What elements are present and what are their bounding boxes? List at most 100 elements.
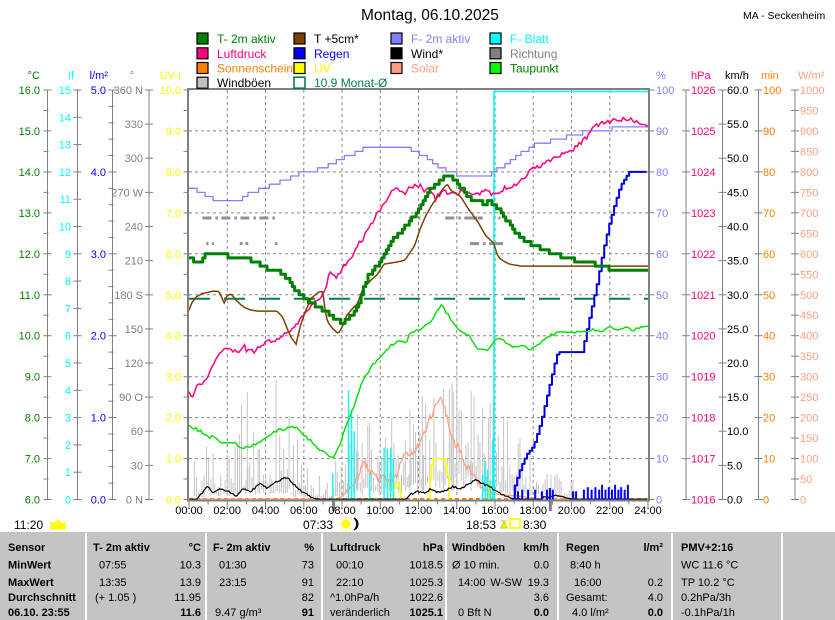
- svg-text:WC 11.6 °C: WC 11.6 °C: [681, 560, 738, 572]
- svg-text:120: 120: [125, 358, 143, 370]
- svg-text:22:10: 22:10: [336, 577, 364, 589]
- svg-text:Durchschnitt: Durchschnitt: [8, 592, 76, 604]
- svg-text:15.0: 15.0: [19, 126, 40, 138]
- svg-text:55.0: 55.0: [727, 119, 748, 131]
- svg-text:1019: 1019: [691, 372, 715, 384]
- svg-text:0 Bft N: 0 Bft N: [458, 607, 492, 619]
- svg-text:3.0: 3.0: [91, 249, 106, 261]
- svg-text:1018: 1018: [691, 413, 715, 425]
- svg-text:200: 200: [800, 413, 818, 425]
- svg-text:W/m²: W/m²: [798, 70, 825, 82]
- svg-text:16:00: 16:00: [481, 505, 509, 517]
- svg-text:240: 240: [125, 222, 143, 234]
- svg-text:180 S: 180 S: [114, 290, 143, 302]
- svg-text:16.0: 16.0: [19, 85, 40, 97]
- svg-text:30.0: 30.0: [727, 290, 748, 302]
- svg-text:360 N: 360 N: [114, 85, 143, 97]
- svg-text:24:00: 24:00: [634, 505, 662, 517]
- svg-text:10: 10: [59, 222, 71, 234]
- svg-text:50: 50: [763, 290, 775, 302]
- svg-text:1025.3: 1025.3: [409, 577, 443, 589]
- svg-text:25.0: 25.0: [727, 324, 748, 336]
- svg-text:150: 150: [800, 433, 818, 445]
- svg-text:MaxWert: MaxWert: [8, 577, 54, 589]
- svg-text:10.9 Monat-Ø: 10.9 Monat-Ø: [314, 76, 387, 90]
- svg-text:10: 10: [763, 454, 775, 466]
- svg-text:08:00: 08:00: [328, 505, 356, 517]
- svg-text:Taupunkt: Taupunkt: [510, 62, 559, 76]
- svg-text:13.9: 13.9: [180, 577, 201, 589]
- svg-text:750: 750: [800, 187, 818, 199]
- svg-text:11: 11: [60, 194, 71, 206]
- svg-text:hPa: hPa: [691, 70, 711, 82]
- svg-text:73: 73: [302, 560, 314, 572]
- svg-text:350: 350: [800, 351, 818, 363]
- svg-text:22:00: 22:00: [596, 505, 624, 517]
- svg-text:TP 10.2 °C: TP 10.2 °C: [681, 577, 735, 589]
- svg-text:Sensor: Sensor: [8, 542, 46, 554]
- svg-text:300: 300: [800, 372, 818, 384]
- svg-text:0.2: 0.2: [648, 577, 663, 589]
- svg-text:8:30: 8:30: [523, 518, 547, 532]
- svg-text:14:00: 14:00: [443, 505, 471, 517]
- svg-text:100: 100: [656, 85, 674, 97]
- svg-text:0.2hPa/3h: 0.2hPa/3h: [681, 592, 731, 604]
- svg-text:(+ 1.05 ): (+ 1.05 ): [95, 592, 136, 604]
- svg-text:14: 14: [59, 112, 71, 124]
- svg-text:9.0: 9.0: [25, 372, 40, 384]
- svg-text:550: 550: [800, 269, 818, 281]
- svg-text:1022: 1022: [691, 249, 715, 261]
- svg-text:9.47 g/m³: 9.47 g/m³: [215, 607, 262, 619]
- svg-text:900: 900: [800, 126, 818, 138]
- svg-text:100: 100: [763, 85, 781, 97]
- svg-text:250: 250: [800, 392, 818, 404]
- svg-text:40.0: 40.0: [727, 222, 748, 234]
- svg-text:F- Blatt: F- Blatt: [510, 32, 549, 46]
- svg-text:13: 13: [59, 140, 71, 152]
- svg-text:°C: °C: [189, 542, 201, 554]
- svg-text:Wind*: Wind*: [411, 47, 443, 61]
- svg-text:0 N: 0 N: [126, 495, 143, 507]
- svg-text:0: 0: [65, 495, 71, 507]
- svg-text:Ø 10 min.: Ø 10 min.: [452, 560, 500, 572]
- svg-text:45.0: 45.0: [727, 187, 748, 199]
- svg-text:0.0: 0.0: [534, 607, 549, 619]
- svg-text:600: 600: [800, 249, 818, 261]
- svg-text:1022.6: 1022.6: [409, 592, 443, 604]
- svg-text:10.0: 10.0: [727, 426, 748, 438]
- svg-text:11:20: 11:20: [14, 518, 43, 532]
- svg-text:Windböen: Windböen: [452, 542, 505, 554]
- svg-text:10: 10: [656, 454, 668, 466]
- svg-text:12.0: 12.0: [19, 249, 40, 261]
- svg-text:700: 700: [800, 208, 818, 220]
- svg-text:°: °: [130, 70, 134, 82]
- svg-text:UV: UV: [314, 62, 331, 76]
- svg-text:°C: °C: [28, 70, 40, 82]
- svg-text:13.0: 13.0: [19, 208, 40, 220]
- svg-text:4: 4: [65, 385, 71, 397]
- svg-text:00:10: 00:10: [336, 560, 364, 572]
- svg-text:7.0: 7.0: [25, 454, 40, 466]
- svg-text:Regen: Regen: [566, 542, 600, 554]
- svg-text:30: 30: [656, 372, 668, 384]
- svg-text:70: 70: [656, 208, 668, 220]
- svg-text:950: 950: [800, 106, 818, 118]
- svg-text:1.0: 1.0: [166, 454, 181, 466]
- svg-text:30: 30: [763, 372, 775, 384]
- svg-text:W-SW: W-SW: [490, 577, 522, 589]
- svg-text:06.10. 23:55: 06.10. 23:55: [8, 607, 70, 619]
- svg-text:8: 8: [65, 276, 71, 288]
- svg-text:MA - Seckenheim: MA - Seckenheim: [743, 10, 826, 22]
- svg-text:01:30: 01:30: [219, 560, 247, 572]
- svg-text:0: 0: [763, 495, 769, 507]
- svg-text:450: 450: [800, 310, 818, 322]
- svg-text:18:53: 18:53: [466, 518, 496, 532]
- svg-text:50: 50: [656, 290, 668, 302]
- svg-text:150: 150: [125, 324, 143, 336]
- svg-text:18:00: 18:00: [519, 505, 547, 517]
- svg-text:400: 400: [800, 331, 818, 343]
- svg-text:07:55: 07:55: [99, 560, 127, 572]
- svg-text:1023: 1023: [691, 208, 715, 220]
- svg-text:12:00: 12:00: [405, 505, 433, 517]
- svg-text:82: 82: [302, 592, 314, 604]
